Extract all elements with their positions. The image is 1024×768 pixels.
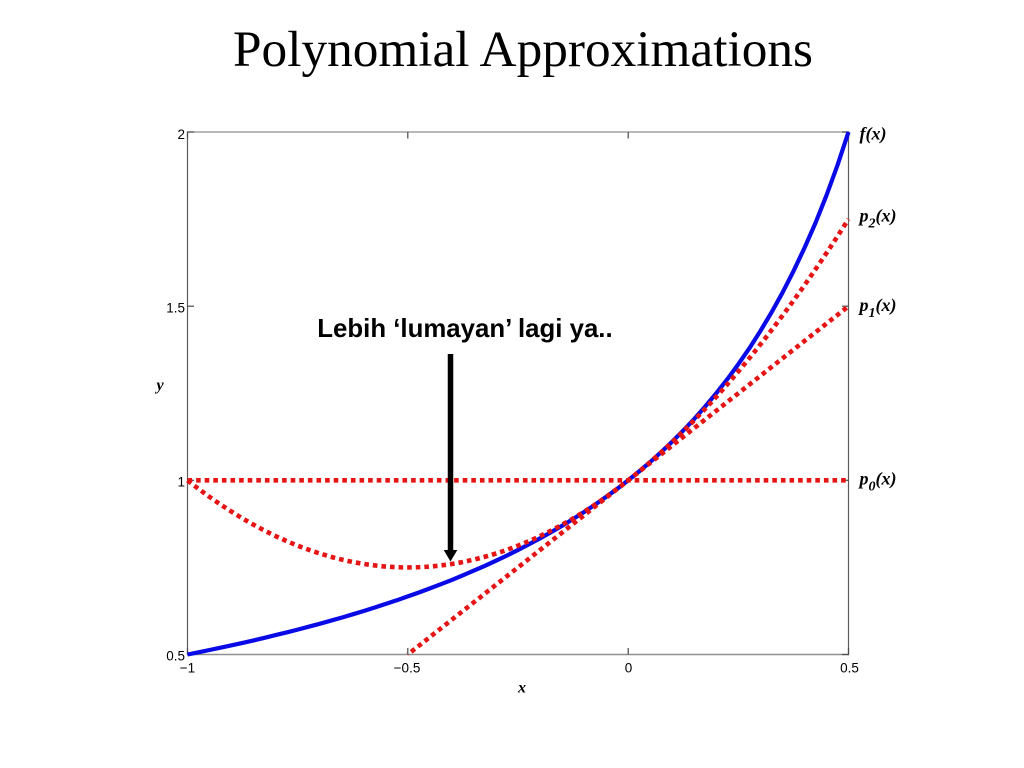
- svg-text:p1(x): p1(x): [858, 295, 897, 321]
- svg-text:−1: −1: [180, 661, 195, 676]
- svg-text:1.5: 1.5: [166, 300, 185, 315]
- svg-text:0: 0: [625, 661, 633, 676]
- svg-text:1: 1: [177, 474, 185, 489]
- svg-text:0.5: 0.5: [166, 649, 185, 664]
- svg-text:p0(x): p0(x): [858, 469, 897, 495]
- svg-text:0.5: 0.5: [840, 661, 859, 676]
- svg-text:x: x: [517, 679, 526, 696]
- svg-text:y: y: [154, 377, 164, 394]
- svg-text:f(x): f(x): [860, 124, 887, 145]
- svg-text:2: 2: [177, 127, 185, 142]
- svg-text:Lebih ‘lumayan’ lagi ya..: Lebih ‘lumayan’ lagi ya..: [317, 315, 612, 343]
- svg-text:−0.5: −0.5: [394, 661, 421, 676]
- svg-text:p2(x): p2(x): [858, 206, 897, 232]
